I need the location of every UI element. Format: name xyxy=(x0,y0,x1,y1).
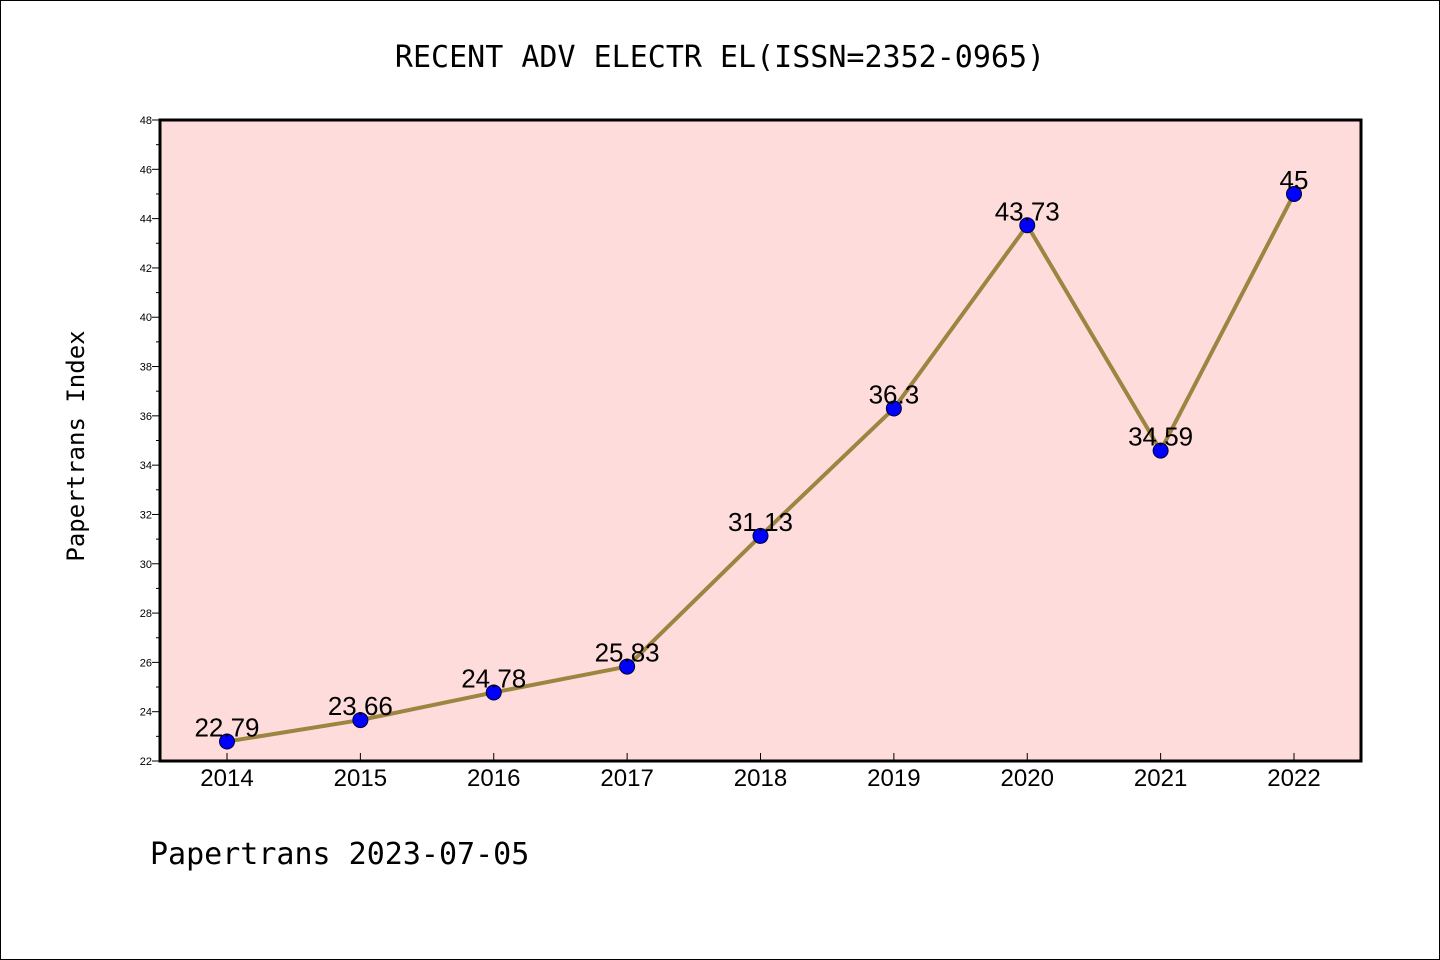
data-point-2020 xyxy=(1019,217,1036,234)
data-point-2014 xyxy=(219,733,235,750)
y-tick-label: 40 xyxy=(140,312,152,324)
data-point-2015 xyxy=(352,712,369,729)
data-point-2019 xyxy=(885,400,902,417)
data-label-2022: 45 xyxy=(1280,165,1309,195)
data-label-2015: 23.66 xyxy=(328,691,393,721)
y-axis-ticks: 22 24 26 28 30 32 34 36 38 40 42 44 46 48 xyxy=(140,115,160,768)
x-axis-ticks: 2014 2015 2016 2017 2018 2019 2020 2021 2022 xyxy=(200,753,1321,792)
plot-border xyxy=(158,118,1363,763)
y-tick-label: 38 xyxy=(140,362,152,374)
x-tick-label: 2015 xyxy=(334,765,387,792)
data-markers xyxy=(219,185,1302,750)
chart-title: RECENT ADV ELECTR EL(ISSN=2352-0965) xyxy=(395,40,1045,75)
x-tick-label: 2017 xyxy=(600,765,653,792)
y-tick-label: 30 xyxy=(140,559,152,571)
data-label-2014: 22.79 xyxy=(194,713,259,743)
data-point-2022 xyxy=(1286,185,1302,202)
x-tick-label: 2020 xyxy=(1001,765,1054,792)
data-label-2021: 34.59 xyxy=(1128,422,1193,452)
y-tick-label: 36 xyxy=(140,411,152,423)
data-label-2019: 36.3 xyxy=(869,379,920,409)
y-tick-label: 44 xyxy=(140,214,152,226)
x-tick-label: 2018 xyxy=(734,765,787,792)
y-axis-label: Papertrans Index xyxy=(62,330,90,561)
data-label-2018: 31.13 xyxy=(728,507,793,537)
plot-area xyxy=(160,120,1361,761)
y-tick-label: 22 xyxy=(140,756,152,768)
footer-text: Papertrans 2023-07-05 xyxy=(150,837,529,872)
x-tick-label: 2021 xyxy=(1134,765,1187,792)
x-tick-label: 2019 xyxy=(867,765,920,792)
data-label-2017: 25.83 xyxy=(595,638,660,668)
y-tick-label: 46 xyxy=(140,164,152,176)
data-label-2020: 43.73 xyxy=(995,196,1060,226)
data-labels: 22.79 23.66 24.78 25.83 31.13 36.3 43.73 34.59 4… xyxy=(194,165,1308,743)
x-tick-label: 2022 xyxy=(1267,765,1320,792)
data-point-2018 xyxy=(752,527,769,544)
y-tick-label: 48 xyxy=(140,115,152,127)
data-point-2021 xyxy=(1152,442,1169,459)
y-tick-label: 34 xyxy=(140,460,152,472)
data-label-2016: 24.78 xyxy=(461,663,526,693)
x-tick-label: 2014 xyxy=(200,765,253,792)
data-point-2017 xyxy=(619,658,636,675)
y-tick-label: 24 xyxy=(140,707,152,719)
data-point-2016 xyxy=(485,684,502,701)
y-tick-label: 32 xyxy=(140,509,152,521)
y-tick-label: 28 xyxy=(140,608,152,620)
y-tick-label: 26 xyxy=(140,657,152,669)
x-tick-label: 2016 xyxy=(467,765,520,792)
y-tick-label: 42 xyxy=(140,263,152,275)
